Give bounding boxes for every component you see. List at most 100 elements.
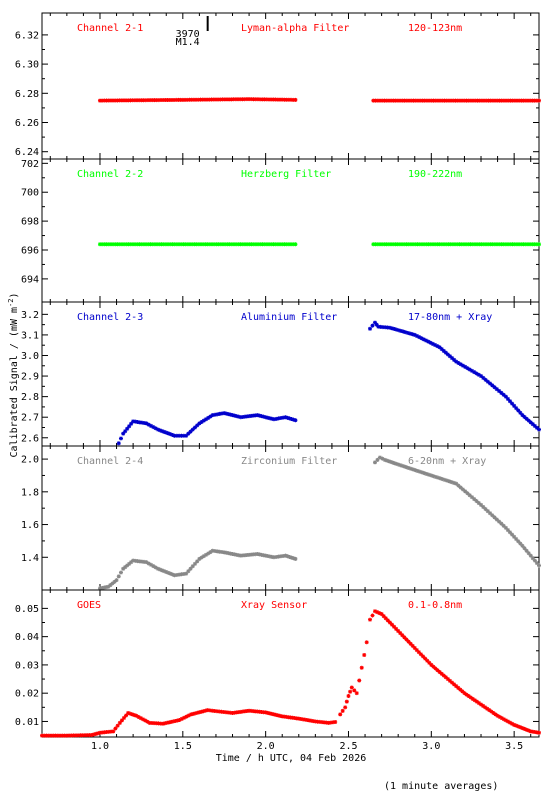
data-point [133,558,138,563]
panel-frame [41,158,540,303]
data-point [475,98,480,103]
band-label: 6-20nm + Xray [408,456,486,467]
data-point [472,242,477,247]
data-point [168,242,173,247]
y-tick-label: 2.8 [21,392,39,403]
data-point [205,97,210,102]
data-point [85,733,90,738]
data-point [503,242,508,247]
data-point [60,733,65,738]
data-point [201,554,206,559]
data-point [151,425,156,430]
data-point [524,727,529,732]
data-point [233,97,238,102]
data-point [514,406,519,411]
data-point [490,242,495,247]
data-point [486,242,491,247]
data-point [128,242,133,247]
data-point [481,375,486,380]
data-point [417,335,422,340]
data-point [501,392,506,397]
data-point [486,98,491,103]
data-point [457,242,462,247]
data-point [460,487,465,492]
data-point [505,719,510,724]
data-point [395,242,400,247]
data-point [289,417,294,422]
data-point [445,352,450,357]
data-point [481,504,486,509]
data-point [324,720,329,725]
data-point [251,97,256,102]
data-point [382,457,387,462]
data-point [145,98,150,103]
data-point [118,436,123,441]
data-point [407,98,412,103]
data-point [191,97,196,102]
data-point [383,325,388,330]
data-point [384,242,389,247]
data-point [220,242,225,247]
data-point [244,97,249,102]
data-point [468,98,473,103]
data-point [148,242,153,247]
data-point [482,98,487,103]
data-point [245,708,250,713]
data-point [223,710,228,715]
data-point [183,97,188,102]
data-point [97,586,102,591]
data-point [501,523,506,528]
data-point [505,528,510,533]
data-point [472,497,477,502]
data-point [428,340,433,345]
data-point [492,242,497,247]
data-point [126,710,131,715]
data-point [132,98,137,103]
data-point [190,427,195,432]
data-point [238,553,243,558]
data-point [386,98,391,103]
data-series [372,455,541,568]
data-point [251,709,256,714]
data-point [488,242,493,247]
data-point [291,556,296,561]
data-point [517,98,522,103]
data-point [186,431,191,436]
data-point [491,710,496,715]
data-point [249,242,254,247]
data-point [394,626,399,631]
x-tick-label: 1.0 [91,741,109,752]
data-point [200,97,205,102]
data-point [474,499,479,504]
data-point [530,242,535,247]
data-point [315,719,320,724]
data-point [273,242,278,247]
data-point [166,431,171,436]
y-tick-label: 6.26 [15,118,39,129]
data-point [466,98,471,103]
data-point [139,420,144,425]
data-point [430,341,435,346]
data-point [249,97,254,102]
data-point [530,422,535,427]
data-point [227,97,232,102]
data-point [522,414,527,419]
data-point [185,242,190,247]
data-point [204,417,209,422]
data-point [287,416,292,421]
data-point [402,98,407,103]
data-point [381,614,386,619]
data-point [156,98,161,103]
data-point [257,709,262,714]
data-point [406,242,411,247]
data-point [97,730,102,735]
data-point [238,97,243,102]
data-point [377,455,382,460]
data-point [283,415,288,420]
data-point [123,429,128,434]
data-point [427,98,432,103]
data-point [131,419,136,424]
data-point [398,98,403,103]
data-point [242,242,247,247]
data-point [212,549,217,554]
